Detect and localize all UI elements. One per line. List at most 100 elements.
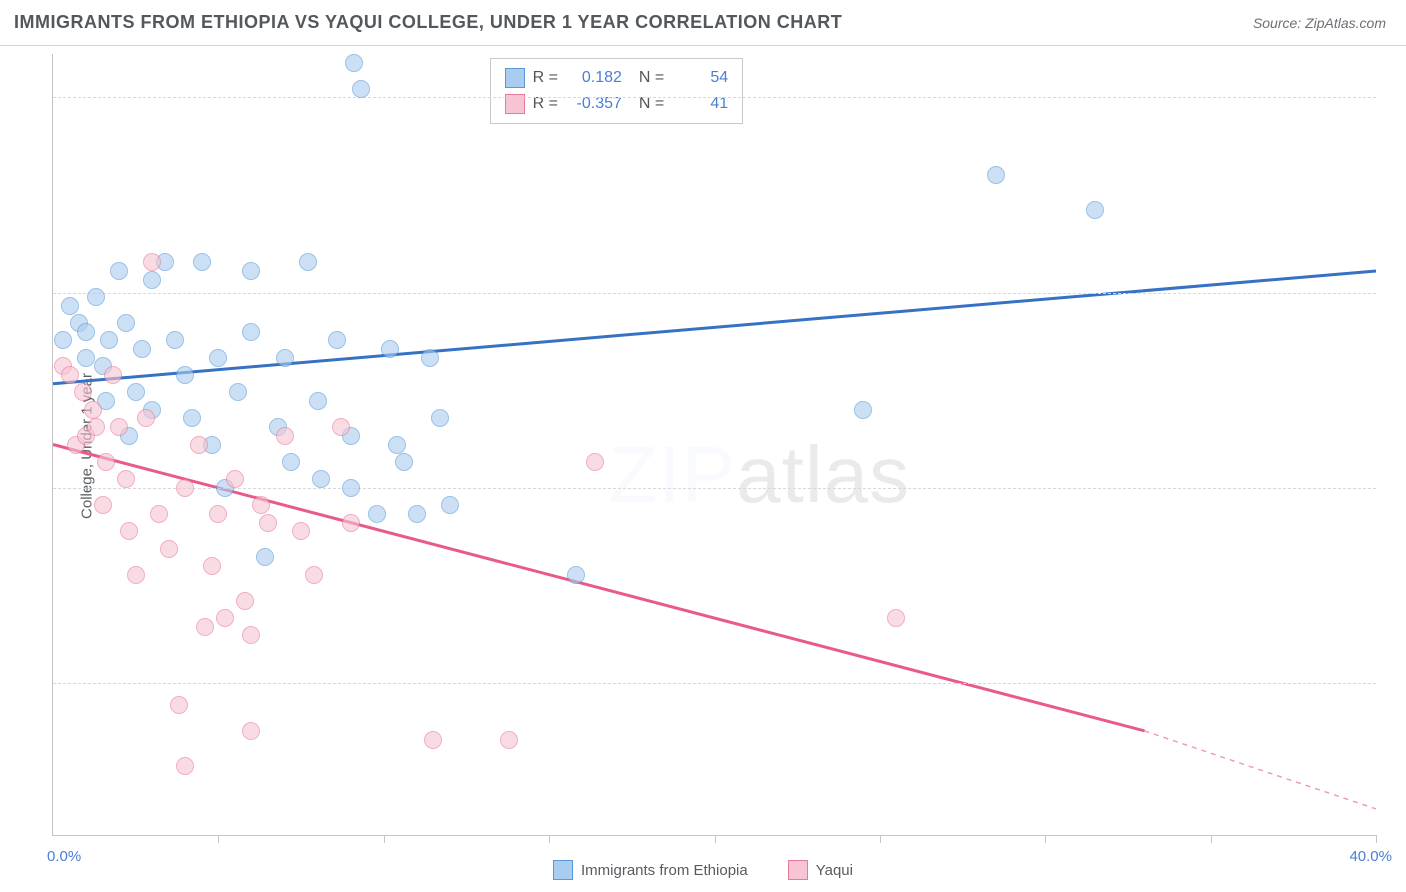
scatter-point — [143, 271, 161, 289]
scatter-point — [77, 323, 95, 341]
scatter-point — [345, 54, 363, 72]
scatter-point — [388, 436, 406, 454]
scatter-point — [342, 479, 360, 497]
scatter-point — [421, 349, 439, 367]
y-tick-label: 32.5% — [1386, 675, 1406, 692]
scatter-point — [87, 288, 105, 306]
scatter-point — [117, 314, 135, 332]
scatter-point — [256, 548, 274, 566]
scatter-point — [309, 392, 327, 410]
r-label: R = — [533, 65, 558, 91]
scatter-point — [282, 453, 300, 471]
scatter-point — [299, 253, 317, 271]
scatter-point — [332, 418, 350, 436]
scatter-point — [203, 557, 221, 575]
scatter-point — [61, 297, 79, 315]
scatter-point — [226, 470, 244, 488]
chart-title: IMMIGRANTS FROM ETHIOPIA VS YAQUI COLLEG… — [14, 12, 842, 33]
scatter-point — [242, 722, 260, 740]
scatter-point — [74, 383, 92, 401]
scatter-point — [242, 262, 260, 280]
x-tick — [880, 835, 881, 843]
scatter-point — [242, 626, 260, 644]
scatter-point — [110, 418, 128, 436]
x-tick — [218, 835, 219, 843]
legend-item: Yaqui — [788, 860, 853, 880]
r-value: -0.357 — [566, 91, 622, 117]
scatter-point — [586, 453, 604, 471]
gridline — [53, 683, 1376, 684]
stats-legend-row: R = 0.182 N = 54 — [505, 65, 729, 91]
scatter-point — [120, 522, 138, 540]
scatter-point — [143, 253, 161, 271]
scatter-point — [259, 514, 277, 532]
legend-item: Immigrants from Ethiopia — [553, 860, 748, 880]
scatter-point — [127, 566, 145, 584]
scatter-point — [97, 453, 115, 471]
scatter-point — [117, 470, 135, 488]
stats-legend-row: R = -0.357 N = 41 — [505, 91, 729, 117]
x-tick — [1045, 835, 1046, 843]
scatter-point — [500, 731, 518, 749]
y-tick-label: 77.5% — [1386, 284, 1406, 301]
n-label: N = — [630, 65, 664, 91]
scatter-point — [987, 166, 1005, 184]
scatter-point — [137, 409, 155, 427]
scatter-point — [104, 366, 122, 384]
scatter-point — [567, 566, 585, 584]
scatter-point — [127, 383, 145, 401]
scatter-point — [424, 731, 442, 749]
chart-plot-area: ZIPatlas R = 0.182 N = 54 R = -0.357 N =… — [52, 54, 1376, 836]
scatter-point — [160, 540, 178, 558]
legend-swatch — [788, 860, 808, 880]
scatter-point — [176, 366, 194, 384]
n-value: 41 — [672, 91, 728, 117]
scatter-point — [395, 453, 413, 471]
scatter-point — [368, 505, 386, 523]
x-tick — [549, 835, 550, 843]
scatter-point — [193, 253, 211, 271]
scatter-point — [381, 340, 399, 358]
scatter-point — [77, 349, 95, 367]
scatter-point — [242, 323, 260, 341]
gridline — [53, 488, 1376, 489]
scatter-point — [328, 331, 346, 349]
n-label: N = — [630, 91, 664, 117]
scatter-point — [209, 505, 227, 523]
scatter-point — [292, 522, 310, 540]
scatter-point — [196, 618, 214, 636]
scatter-point — [166, 331, 184, 349]
scatter-point — [110, 262, 128, 280]
scatter-point — [170, 696, 188, 714]
scatter-point — [176, 479, 194, 497]
scatter-point — [61, 366, 79, 384]
scatter-point — [312, 470, 330, 488]
legend-swatch — [553, 860, 573, 880]
x-tick — [1376, 835, 1377, 843]
legend-label: Yaqui — [816, 862, 853, 879]
scatter-point — [87, 418, 105, 436]
scatter-point — [216, 609, 234, 627]
scatter-point — [352, 80, 370, 98]
y-tick-label: 55.0% — [1386, 479, 1406, 496]
scatter-point — [276, 349, 294, 367]
scatter-point — [183, 409, 201, 427]
scatter-point — [1086, 201, 1104, 219]
scatter-point — [54, 331, 72, 349]
r-label: R = — [533, 91, 558, 117]
scatter-point — [209, 349, 227, 367]
scatter-point — [887, 609, 905, 627]
trend-lines-layer — [53, 54, 1376, 835]
y-tick-label: 100.0% — [1386, 89, 1406, 106]
scatter-point — [305, 566, 323, 584]
scatter-point — [133, 340, 151, 358]
r-value: 0.182 — [566, 65, 622, 91]
x-tick — [1211, 835, 1212, 843]
scatter-point — [176, 757, 194, 775]
series-legend: Immigrants from Ethiopia Yaqui — [0, 860, 1406, 880]
legend-label: Immigrants from Ethiopia — [581, 862, 748, 879]
x-tick — [715, 835, 716, 843]
scatter-point — [276, 427, 294, 445]
gridline — [53, 293, 1376, 294]
scatter-point — [408, 505, 426, 523]
